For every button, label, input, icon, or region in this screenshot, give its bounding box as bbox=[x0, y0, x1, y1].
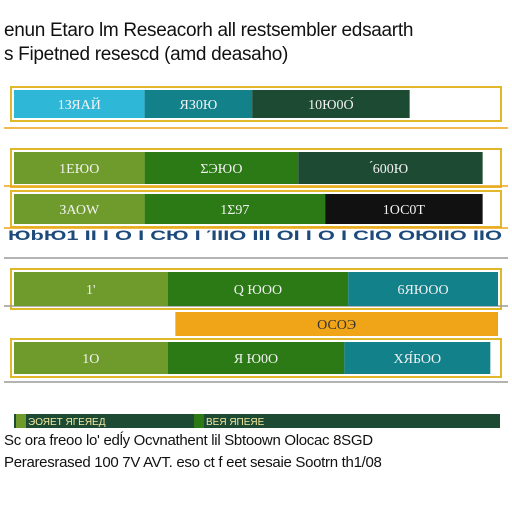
bar-label-r4-s1: 1' bbox=[86, 283, 96, 298]
bar-label-r1-s2: ЯЗ0Ю bbox=[180, 98, 218, 113]
bar-r6-s3 bbox=[344, 342, 491, 374]
bar-r1-s1 bbox=[14, 90, 145, 118]
bar-r2-s3 bbox=[298, 152, 483, 184]
bar-label-r3-s3: 1ОС0Т bbox=[383, 203, 426, 218]
bar-r6-s2 bbox=[167, 342, 345, 374]
bar-r4-s1 bbox=[14, 272, 168, 306]
bar-r5-s2 bbox=[175, 312, 499, 336]
legend-band bbox=[14, 414, 500, 428]
legend: ЭОЯЕТ ЯГЕЯЕД ВЕЯ ЯПЕЯЕ bbox=[14, 414, 500, 428]
footer-note-2: Peraresrased 100 7V AVT. eso ct f eet se… bbox=[4, 454, 382, 471]
bar-r5-s1 bbox=[14, 312, 176, 336]
bar-r4-s2 bbox=[167, 272, 349, 306]
chart-subtitle: s Fipetned resescd (amd deasaho) bbox=[4, 44, 289, 65]
bar-r3-s2 bbox=[144, 194, 326, 224]
bar-r2-s2 bbox=[144, 152, 299, 184]
bar-label-r1-s3: 10Ю0О́ bbox=[308, 96, 354, 113]
bar-label-r2-s2: ΣЭЮО bbox=[200, 162, 242, 177]
bar-r4-s3 bbox=[348, 272, 498, 306]
row-frame-6 bbox=[10, 338, 502, 378]
bar-label-r2-s1: 1ЕЮО bbox=[59, 162, 99, 177]
bar-label-r3-s2: 1Σ97 bbox=[220, 203, 249, 218]
bar-segments: 1ЗЯАЙ ЯЗ0Ю 10Ю0О́ 1ЕЮО ΣЭЮО́600Ю ЗАОW 1Σ97 1ОС0… bbox=[14, 90, 499, 374]
row-frame-4 bbox=[10, 268, 502, 310]
bar-label-r4-s3: 6ЯЮОО bbox=[398, 283, 449, 298]
bar-label-r5-s2: ОСОЭ bbox=[317, 318, 356, 333]
bar-r1-s3 bbox=[252, 90, 410, 118]
bar-r1-s2 bbox=[144, 90, 253, 118]
bar-r2-s1 bbox=[14, 152, 145, 184]
bar-r3-s3 bbox=[325, 194, 483, 224]
bar-r6-s1 bbox=[14, 342, 168, 374]
row-frame-1 bbox=[10, 86, 502, 122]
tick-strip-labels: ЮbЮ1 ΙΙ Ι Ο Ι ϹЮ Ι ΊΙΙΟ ΙΙΙ ΟΙ Ι Ο Ι ϹΙΟ… bbox=[8, 227, 502, 243]
bar-label-r6-s2: Я Ю0О bbox=[234, 352, 278, 367]
bar-label-r1-s1: 1ЗЯАЙ bbox=[58, 96, 101, 113]
row-frame-3 bbox=[10, 190, 502, 228]
chart-title: enun Etaro lm Reseacorh all restsembler … bbox=[4, 20, 414, 41]
bar-label-r6-s3: ХЯ́БОО bbox=[394, 350, 442, 367]
bar-label-r4-s2: Q ЮОО bbox=[234, 283, 282, 298]
legend-label-1: ЭОЯЕТ ЯГЕЯЕД bbox=[28, 417, 106, 428]
row-frames bbox=[4, 86, 508, 383]
footer-note-1: Sc ora freoo lo' edĺy Ocvnathent lil Sb… bbox=[4, 432, 373, 449]
bar-label-r2-s3: ́600Ю bbox=[369, 160, 408, 177]
bar-label-r6-s1: 1О bbox=[82, 352, 99, 367]
row-frame-2 bbox=[10, 148, 502, 188]
bar-label-r3-s1: ЗАОW bbox=[59, 203, 100, 218]
bar-r3-s1 bbox=[14, 194, 145, 224]
legend-label-2: ВЕЯ ЯПЕЯЕ bbox=[206, 417, 265, 428]
legend-swatch-2 bbox=[194, 414, 204, 428]
legend-swatch-1 bbox=[16, 414, 26, 428]
tick-strip: ЮbЮ1 ΙΙ Ι Ο Ι ϹЮ Ι ΊΙΙΟ ΙΙΙ ΟΙ Ι Ο Ι ϹΙΟ… bbox=[8, 227, 502, 243]
